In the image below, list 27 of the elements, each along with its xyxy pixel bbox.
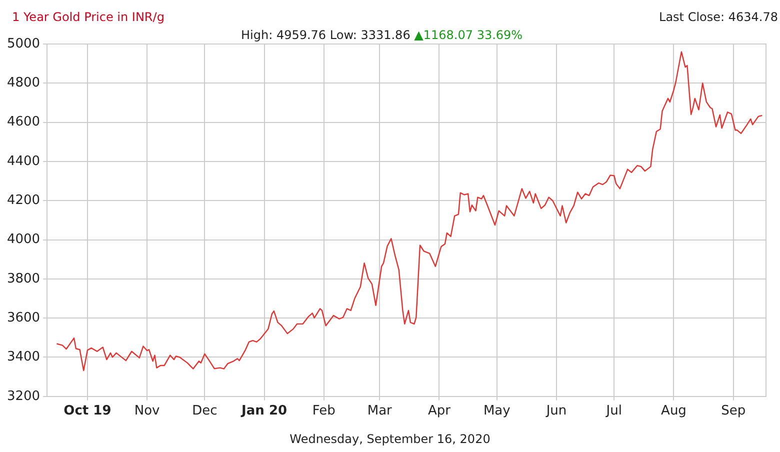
x-tick-label: Jun — [545, 404, 567, 419]
chart-title: 1 Year Gold Price in INR/g — [12, 10, 164, 24]
x-tick-label: Nov — [134, 404, 160, 419]
y-tick-label: 3200 — [6, 388, 40, 404]
y-tick-label: 4600 — [6, 114, 40, 130]
x-tick-label: Aug — [661, 404, 686, 419]
y-tick-label: 4400 — [6, 154, 40, 169]
y-tick-label: 4000 — [6, 232, 40, 248]
y-tick-label: 3600 — [6, 310, 40, 326]
y-tick-label: 4800 — [6, 76, 40, 91]
text: Wednesday, September 16, 2020 — [288, 432, 492, 446]
y-tick-label: 5000 — [6, 36, 40, 52]
x-tick-label: Sep — [721, 404, 746, 419]
y-tick-label: 4200 — [6, 192, 40, 208]
y-tick-label: 3800 — [6, 271, 40, 286]
x-tick-label: Oct 19 — [64, 404, 112, 419]
x-tick-label: Jan 20 — [240, 404, 288, 419]
x-tick-label: Apr — [428, 404, 452, 419]
text: Last Close: 4634.78 — [659, 10, 778, 24]
x-tick-label: Mar — [367, 404, 393, 419]
x-tick-label: Jul — [605, 404, 622, 419]
chart-subtitle: High: 4959.76 Low: 3331.86 — [241, 28, 410, 42]
text: ▲1168.07 33.69% — [413, 28, 523, 42]
x-tick-label: Feb — [312, 404, 336, 419]
y-tick-label: 3400 — [6, 350, 40, 365]
x-tick-label: Dec — [192, 404, 218, 419]
x-tick-label: May — [483, 404, 511, 419]
